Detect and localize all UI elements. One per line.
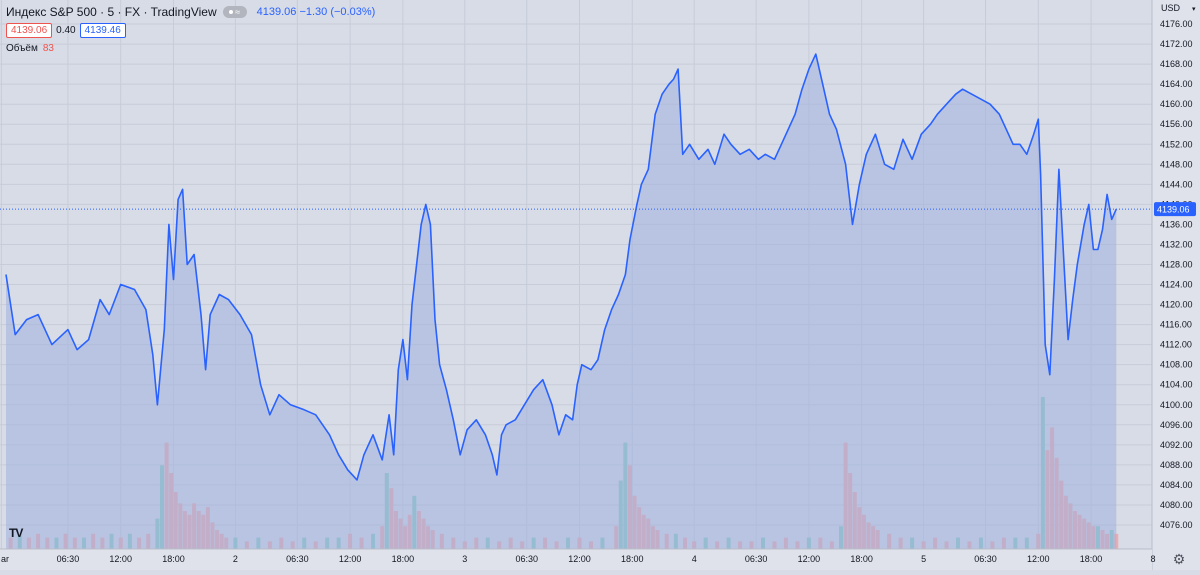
x-tick-label-4: 2 — [233, 554, 238, 564]
y-tick-label-6: 4100.00 — [1160, 400, 1193, 410]
status-wave-icon: ≈ — [235, 6, 241, 17]
x-tick-label-3: 18:00 — [162, 554, 185, 564]
legend: Индекс S&P 500 · 5 · FX · TradingView ≈ … — [6, 3, 375, 57]
legend-volume-row: Объём 83 — [6, 39, 375, 57]
volume-label: Объём — [6, 42, 38, 54]
y-tick-label-17: 4144.00 — [1160, 179, 1193, 189]
y-tick-label-15: 4136.00 — [1160, 219, 1193, 229]
y-tick-label-13: 4128.00 — [1160, 259, 1193, 269]
last-price-tag-label: 4139.06 — [1157, 205, 1190, 215]
price-area — [6, 54, 1117, 549]
y-tick-label-2: 4084.00 — [1160, 480, 1193, 490]
x-tick-label-15: 18:00 — [850, 554, 873, 564]
y-tick-label-12: 4124.00 — [1160, 280, 1193, 290]
y-tick-label-11: 4120.00 — [1160, 300, 1193, 310]
last-price-change: 4139.06 −1.30 (−0.03%) — [256, 6, 376, 18]
bid-box[interactable]: 4139.06 — [6, 22, 53, 38]
ask-box[interactable]: 4139.46 — [79, 22, 126, 38]
spread-value: 0.40 — [56, 24, 76, 36]
x-tick-label-19: 18:00 — [1080, 554, 1103, 564]
y-tick-label-8: 4108.00 — [1160, 360, 1193, 370]
y-tick-label-1: 4080.00 — [1160, 500, 1193, 510]
price-line — [5, 53, 1118, 481]
y-tick-label-21: 4160.00 — [1160, 99, 1193, 109]
x-tick-label-14: 12:00 — [798, 554, 821, 564]
y-tick-label-22: 4164.00 — [1160, 79, 1193, 89]
y-tick-label-25: 4176.00 — [1160, 19, 1193, 29]
volume-value: 83 — [42, 42, 54, 54]
currency-dropdown-icon: ▾ — [1192, 6, 1196, 13]
x-tick-label-10: 12:00 — [568, 554, 591, 564]
y-tick-label-23: 4168.00 — [1160, 59, 1193, 69]
x-tick-label-11: 18:00 — [621, 554, 644, 564]
y-tick-label-9: 4112.00 — [1160, 340, 1192, 350]
x-tick-label-13: 06:30 — [745, 554, 768, 564]
y-tick-label-19: 4152.00 — [1160, 139, 1193, 149]
x-tick-label-16: 5 — [921, 554, 926, 564]
x-tick-label-18: 12:00 — [1027, 554, 1050, 564]
x-tick-label-1: 06:30 — [57, 554, 80, 564]
x-tick-label-7: 18:00 — [392, 554, 415, 564]
status-dot-icon — [229, 10, 234, 14]
settings-icon[interactable]: ⚙ — [1172, 551, 1186, 567]
legend-symbol-row: Индекс S&P 500 · 5 · FX · TradingView ≈ … — [6, 3, 375, 21]
y-tick-label-18: 4148.00 — [1160, 159, 1193, 169]
market-status-icon[interactable]: ≈ — [222, 6, 247, 18]
x-tick-label-2: 12:00 — [109, 554, 132, 564]
y-tick-label-10: 4116.00 — [1160, 320, 1192, 330]
last-price-tag — [1154, 202, 1196, 217]
price-axis — [1152, 0, 1200, 570]
y-tick-label-5: 4096.00 — [1160, 420, 1193, 430]
currency-label: USD — [1161, 3, 1181, 13]
y-tick-label-14: 4132.00 — [1160, 239, 1193, 249]
y-tick-label-4: 4092.00 — [1160, 440, 1193, 450]
x-tick-label-6: 12:00 — [339, 554, 362, 564]
symbol-title[interactable]: Индекс S&P 500 · 5 · FX · TradingView — [6, 5, 217, 19]
time-axis — [0, 549, 1152, 570]
y-tick-label-20: 4156.00 — [1160, 119, 1193, 129]
tradingview-logo-icon[interactable]: TV — [9, 526, 23, 540]
x-tick-label-9: 06:30 — [515, 554, 538, 564]
y-tick-label-7: 4104.00 — [1160, 380, 1193, 390]
y-tick-label-0: 4076.00 — [1160, 520, 1193, 530]
y-tick-label-24: 4172.00 — [1160, 39, 1193, 49]
x-tick-label-0: ar — [1, 554, 9, 564]
y-tick-label-3: 4088.00 — [1160, 460, 1193, 470]
x-tick-label-20: 8 — [1150, 554, 1155, 564]
x-tick-label-17: 06:30 — [974, 554, 997, 564]
legend-quote-row: 4139.06 0.40 4139.46 — [6, 21, 375, 39]
x-tick-label-12: 4 — [692, 554, 697, 564]
x-tick-label-5: 06:30 — [286, 554, 309, 564]
x-tick-label-8: 3 — [462, 554, 467, 564]
